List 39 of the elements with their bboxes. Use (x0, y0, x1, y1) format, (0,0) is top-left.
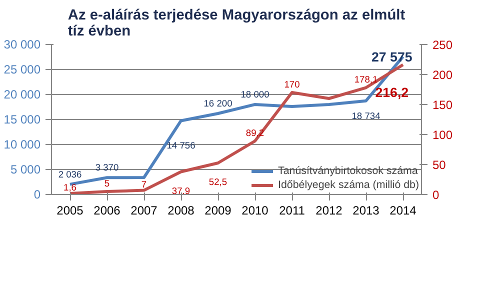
data-label: 7 (141, 179, 147, 190)
y2-tick-label: 0 (432, 188, 440, 202)
x-tick-label: 2010 (242, 204, 269, 218)
y-tick-label: 10 000 (4, 138, 41, 152)
y2-tick-label: 100 (432, 128, 453, 142)
data-label: 3 370 (95, 162, 119, 173)
data-label: 5 (104, 178, 110, 188)
y2-tick-label: 250 (432, 38, 453, 52)
data-label: 52,5 (208, 177, 228, 187)
y2-tick-label: 200 (432, 68, 453, 82)
x-tick-label: 2013 (352, 204, 380, 218)
y-tick-label: 5 000 (10, 162, 41, 176)
y-tick-label: 25 000 (4, 62, 41, 76)
data-label: 2 036 (58, 169, 82, 180)
x-tick-label: 2011 (279, 204, 306, 218)
x-tick-label: 2005 (56, 204, 84, 218)
y-tick-label: 0 (34, 188, 41, 202)
data-label: 216,2 (375, 84, 409, 100)
y-tick-label: 30 000 (4, 38, 41, 52)
x-tick-label: 2014 (390, 204, 417, 218)
x-tick-label: 2009 (204, 204, 232, 218)
data-label: 170 (284, 80, 300, 90)
legend-label: Időbélyegek száma (millió db) (278, 178, 419, 192)
chart-title: Az e-aláírás terjedése Magyarországon az elmúlt tíz évben (68, 8, 406, 40)
data-label: 27 575 (372, 50, 413, 65)
x-tick-label: 2007 (130, 204, 158, 218)
x-tick-label: 2006 (94, 204, 121, 218)
x-tick-label: 2008 (168, 204, 195, 218)
data-label: 178,1 (354, 74, 378, 85)
data-label: 16 200 (204, 98, 232, 108)
y-tick-label: 15 000 (4, 112, 41, 126)
y-tick-label: 20 000 (4, 88, 41, 102)
data-label: 18 734 (352, 110, 380, 121)
data-label: 14 756 (166, 140, 196, 151)
y2-tick-label: 50 (432, 158, 446, 172)
data-label: 1,6 (64, 182, 76, 193)
x-tick-label: 2012 (316, 204, 343, 218)
y2-tick-label: 150 (432, 98, 453, 112)
data-label: 18 000 (240, 90, 270, 100)
